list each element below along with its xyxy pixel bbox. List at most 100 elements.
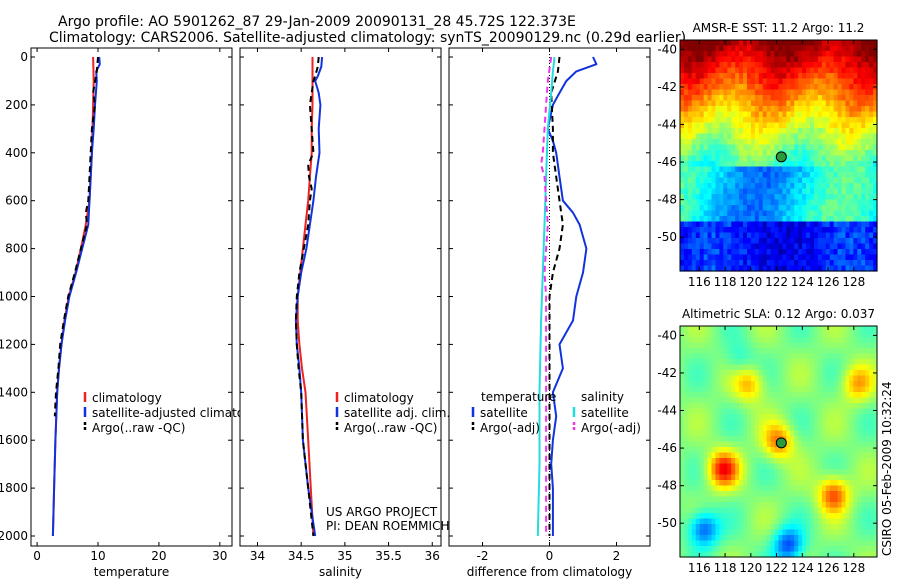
map-cell (802, 150, 807, 157)
map-cell (821, 194, 827, 201)
map-cell (691, 106, 697, 113)
map-cell (837, 56, 843, 63)
map-cell (695, 491, 701, 498)
map-cell (762, 243, 768, 250)
map-cell (695, 95, 701, 102)
map-cell (699, 100, 705, 107)
map-cell (754, 370, 760, 377)
map-cell (754, 210, 760, 217)
map-cell (802, 232, 807, 239)
map-cell (829, 480, 835, 487)
map-cell (766, 474, 772, 481)
map-cell (743, 337, 748, 344)
map-cell (861, 540, 866, 547)
map-cell (837, 249, 843, 256)
map-cell (857, 51, 862, 58)
map-cell (739, 441, 744, 448)
map-cell (813, 243, 819, 250)
map-cell (762, 364, 768, 371)
map-cell (691, 73, 697, 80)
map-cell (806, 375, 811, 382)
map-cell (857, 348, 862, 355)
map-cell (841, 216, 847, 223)
map-cell (735, 199, 740, 206)
map-cell (849, 221, 854, 228)
map-cell (719, 238, 724, 245)
map-cell (770, 161, 776, 168)
map-cell (750, 348, 756, 355)
map-cell (837, 205, 843, 212)
map-cell (727, 128, 732, 135)
map-cell (865, 430, 870, 437)
map-cell (813, 139, 819, 146)
map-cell (762, 254, 768, 261)
map-cell (750, 480, 756, 487)
map-cell (715, 447, 720, 454)
map-cell (861, 370, 866, 377)
map-cell (715, 419, 720, 426)
map-cell (841, 546, 847, 553)
map-cell (739, 397, 744, 404)
map-cell (841, 232, 847, 239)
map-cell (680, 111, 685, 118)
map-cell (849, 40, 854, 47)
map-cell (727, 40, 732, 47)
map-cell (806, 188, 811, 195)
map-cell (790, 265, 795, 272)
map-cell (829, 397, 835, 404)
map-cell (727, 150, 732, 157)
map-cell (869, 67, 874, 74)
series-line-argo-raw-qc- (294, 56, 320, 537)
map-cell (813, 408, 819, 415)
map-cell (746, 408, 752, 415)
map-cell (727, 419, 732, 426)
map-cell (829, 331, 835, 338)
map-cell (810, 243, 815, 250)
temp-legend-entry-label: climatology (92, 391, 162, 405)
map-cell (810, 166, 815, 173)
map-cell (743, 45, 748, 52)
map-y-tick-label: -42 (657, 80, 677, 94)
map-cell (782, 353, 787, 360)
map-cell (821, 386, 827, 393)
map-cell (731, 40, 736, 47)
map-cell (719, 155, 724, 162)
map-cell (782, 392, 787, 399)
map-cell (746, 414, 752, 421)
map-cell (857, 381, 862, 388)
map-cell (703, 56, 709, 63)
map-cell (869, 161, 874, 168)
map-cell (865, 392, 870, 399)
map-cell (707, 353, 713, 360)
map-cell (727, 73, 732, 80)
map-cell (821, 67, 827, 74)
map-cell (849, 172, 854, 179)
map-cell (794, 194, 799, 201)
map-cell (746, 188, 752, 195)
map-cell (731, 518, 736, 525)
map-cell (813, 210, 819, 217)
map-cell (746, 172, 752, 179)
map-cell (861, 326, 866, 333)
map-cell (813, 78, 819, 85)
map-cell (766, 425, 772, 432)
map-cell (770, 474, 776, 481)
map-cell (691, 403, 697, 410)
map-cell (680, 243, 685, 250)
map-cell (849, 254, 854, 261)
map-cell (754, 67, 760, 74)
map-cell (782, 524, 787, 531)
map-cell (691, 238, 697, 245)
map-cell (695, 452, 701, 459)
map-cell (746, 370, 752, 377)
map-cell (857, 485, 862, 492)
map-cell (813, 441, 819, 448)
map-cell (680, 67, 685, 74)
map-cell (829, 364, 835, 371)
map-cell (782, 95, 787, 102)
map-cell (770, 408, 776, 415)
map-cell (813, 353, 819, 360)
map-cell (810, 386, 815, 393)
map-cell (739, 436, 744, 443)
map-cell (794, 326, 799, 333)
